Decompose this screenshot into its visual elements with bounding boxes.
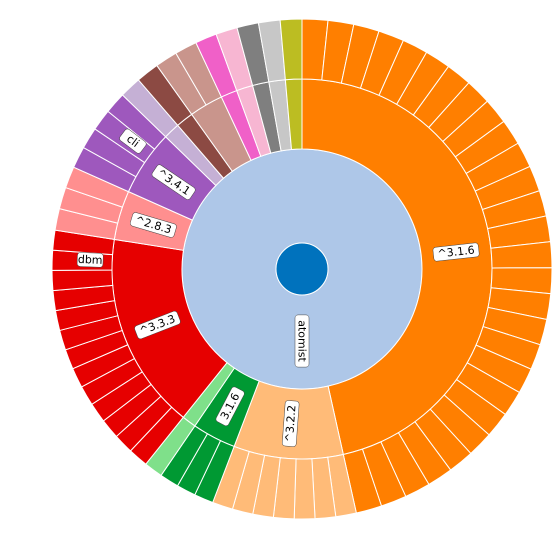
sunburst-label-1: ^3.2.2 — [283, 405, 299, 443]
sunburst-label-2-group: 3.1.6 — [215, 386, 245, 427]
sunburst-leaf-14-0[interactable] — [279, 18, 303, 81]
sunburst-label-center-group: atomist — [294, 314, 310, 368]
sunburst-label-2-bg — [215, 386, 245, 427]
sunburst-label-6-bg — [151, 164, 196, 200]
sunburst-label-center-bg — [294, 314, 310, 368]
sunburst-root-top[interactable] — [275, 242, 329, 296]
sunburst-label-center: atomist — [296, 320, 309, 362]
sunburst-leaf-label-4-0-group: dbm — [76, 252, 104, 268]
sunburst-label-0-bg — [432, 242, 480, 262]
sunburst-leaf-label-6-0-bg — [119, 128, 147, 154]
sunburst-label-1-group: ^3.2.2 — [282, 400, 300, 447]
sunburst-leaf-label-6-0-group: cli — [119, 128, 147, 154]
sunburst-leaf-label-4-0: dbm — [78, 253, 103, 267]
sunburst-leaf-label-4-0-bg — [76, 252, 104, 268]
sunburst-label-4-bg — [134, 310, 181, 340]
sunburst-label-0: ^3.1.6 — [437, 244, 475, 261]
sunburst-label-5-bg — [130, 212, 177, 238]
sunburst-label-1-bg — [282, 400, 300, 447]
sunburst-leaf-1-2[interactable] — [293, 458, 316, 520]
sunburst-label-0-group: ^3.1.6 — [432, 242, 480, 262]
